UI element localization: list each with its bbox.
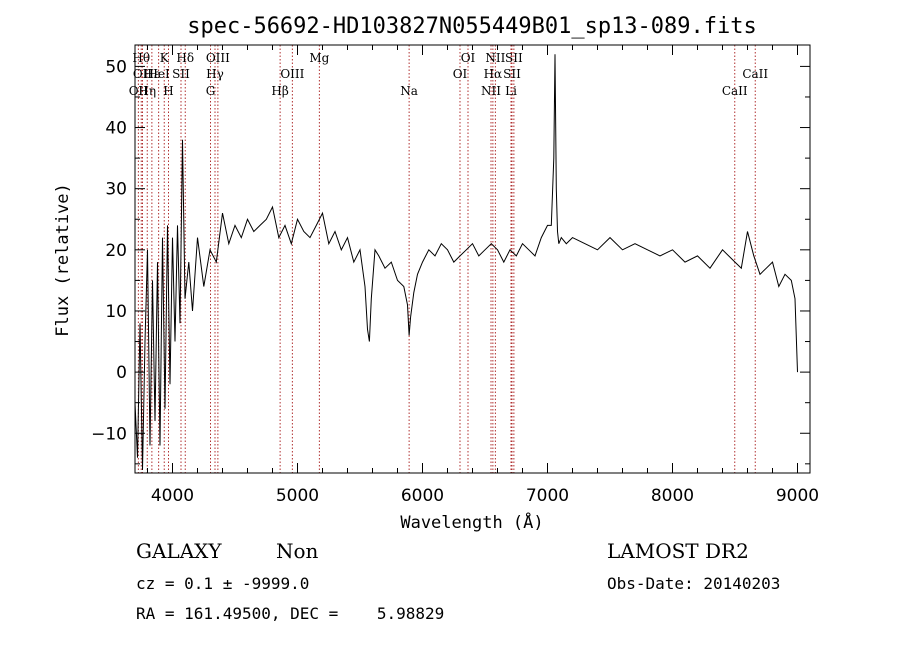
- obs-date: Obs-Date: 20140203: [607, 574, 781, 593]
- marker-label: OI: [461, 51, 476, 65]
- spectrum-line: [134, 54, 798, 470]
- marker-label: OI: [453, 67, 468, 81]
- line-markers: [137, 45, 756, 473]
- y-tick-label: 0: [116, 363, 127, 383]
- marker-label: OII: [133, 67, 153, 81]
- marker-label: NII: [481, 84, 501, 98]
- redshift-text: cz = 0.1 ± -9999.0: [136, 574, 310, 593]
- marker-label: Na: [400, 84, 418, 98]
- marker-label: Mg: [309, 51, 329, 65]
- marker-label: G: [206, 84, 216, 98]
- line-marker-labels: OIIHθOIIHηHεHeIKHSIIHδGHγOIIIHβOIIIMgNaO…: [129, 51, 769, 98]
- x-tick-label: 5000: [276, 486, 319, 506]
- y-tick-label: 40: [105, 119, 127, 139]
- marker-label: Li: [505, 84, 517, 98]
- chart-title: spec-56692-HD103827N055449B01_sp13-089.f…: [187, 14, 757, 39]
- marker-label: Hθ: [132, 51, 150, 65]
- marker-label: K: [160, 51, 170, 65]
- marker-label: OIII: [280, 67, 304, 81]
- marker-label: Hβ: [271, 84, 288, 98]
- y-tick-label: 20: [105, 241, 127, 261]
- marker-label: SII: [503, 67, 521, 81]
- y-axis-label: Flux (relative): [53, 183, 73, 337]
- plot-frame: [134, 44, 811, 474]
- marker-label: NII: [485, 51, 505, 65]
- y-tick-label: 10: [105, 302, 127, 322]
- marker-label: OII: [129, 84, 149, 98]
- y-axis-ticks: −10 0 10 20 30 40 50: [91, 57, 810, 465]
- marker-label: H: [163, 84, 173, 98]
- y-tick-label: −10: [91, 424, 127, 444]
- marker-label: Hη: [138, 84, 156, 98]
- y-tick-label: 50: [105, 57, 127, 77]
- x-tick-label: 9000: [776, 486, 819, 506]
- marker-label: OIII: [206, 51, 230, 65]
- object-subclass: Non: [276, 539, 319, 563]
- marker-label: HeI: [147, 67, 170, 81]
- marker-label: SII: [172, 67, 190, 81]
- x-tick-label: 6000: [401, 486, 444, 506]
- marker-label: Hδ: [176, 51, 194, 65]
- object-class: GALAXY: [136, 539, 222, 563]
- x-axis-label: Wavelength (Å): [400, 511, 543, 533]
- marker-label: Hγ: [206, 67, 224, 81]
- x-tick-label: 8000: [651, 486, 694, 506]
- y-tick-label: 30: [105, 180, 127, 200]
- marker-label: CaII: [722, 84, 748, 98]
- marker-label: SII: [505, 51, 523, 65]
- x-tick-label: 4000: [151, 486, 194, 506]
- marker-label: CaII: [742, 67, 768, 81]
- coordinates: RA = 161.49500, DEC = 5.98829: [136, 604, 445, 623]
- x-axis-ticks: 4000 5000 6000 7000 8000 9000: [147, 45, 819, 506]
- x-tick-label: 7000: [526, 486, 569, 506]
- survey-name: LAMOST DR2: [607, 539, 749, 563]
- marker-label: Hα: [484, 67, 503, 81]
- marker-label: Hε: [144, 67, 161, 81]
